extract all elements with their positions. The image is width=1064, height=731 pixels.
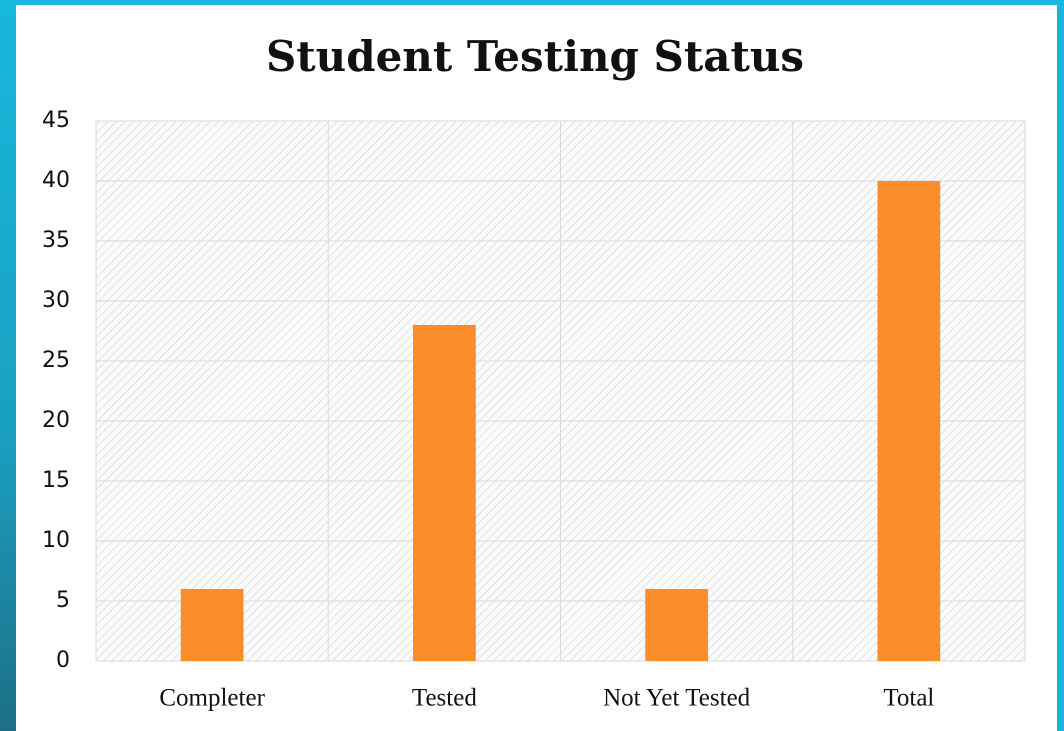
frame-right bbox=[1057, 0, 1064, 731]
y-tick-label: 45 bbox=[42, 108, 70, 133]
y-tick-label: 10 bbox=[42, 528, 70, 553]
y-tick-label: 25 bbox=[42, 348, 70, 373]
y-tick-label: 35 bbox=[42, 228, 70, 253]
y-tick-label: 15 bbox=[42, 468, 70, 493]
bar bbox=[645, 589, 708, 661]
y-tick-label: 5 bbox=[56, 588, 70, 613]
frame-top bbox=[0, 0, 1064, 5]
bar bbox=[413, 325, 476, 661]
chart-title: Student Testing Status bbox=[266, 32, 804, 81]
y-tick-label: 20 bbox=[42, 408, 70, 433]
x-tick-label: Total bbox=[883, 685, 934, 712]
y-tick-label: 30 bbox=[42, 288, 70, 313]
frame-left bbox=[0, 0, 16, 731]
x-tick-label: Not Yet Tested bbox=[603, 685, 751, 712]
y-tick-label: 40 bbox=[42, 168, 70, 193]
bar bbox=[877, 181, 941, 661]
y-tick-label: 0 bbox=[56, 648, 70, 673]
x-tick-label: Completer bbox=[159, 685, 265, 712]
bar bbox=[180, 589, 244, 661]
x-tick-label: Tested bbox=[412, 685, 477, 712]
